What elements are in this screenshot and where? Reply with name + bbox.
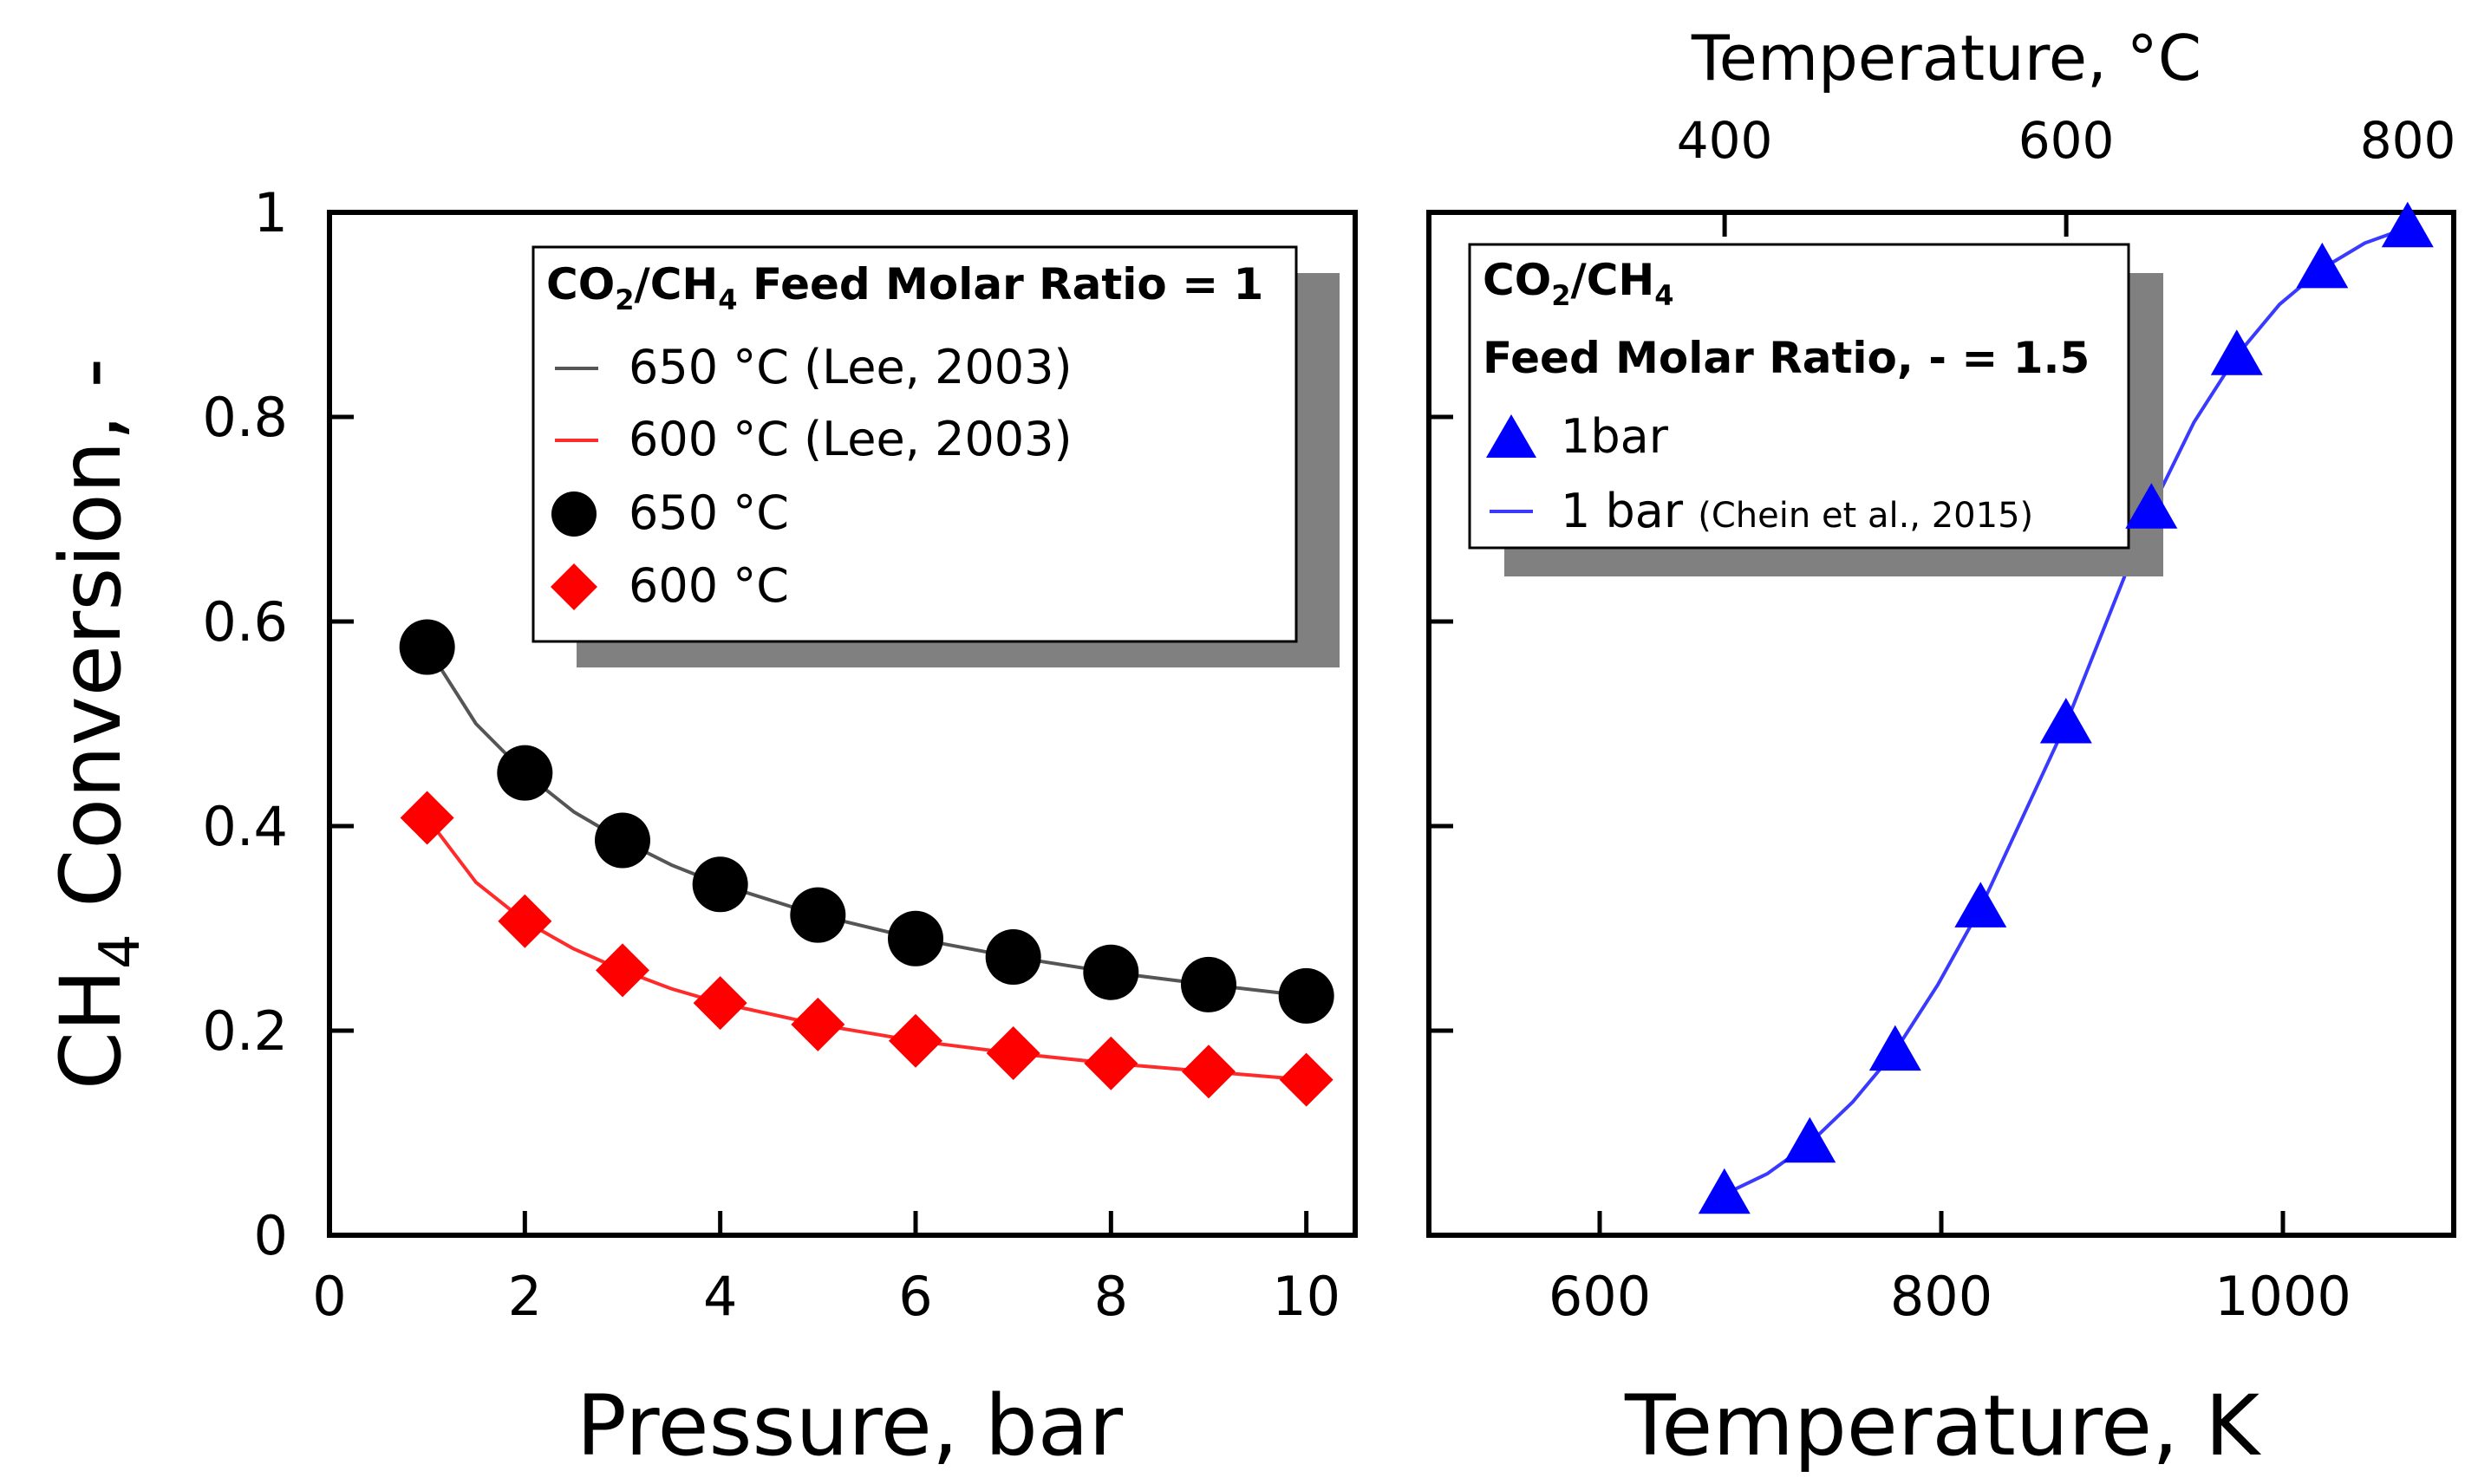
right-legend-title-line2: Feed Molar Ratio, - = 1.5 [1483, 333, 2090, 383]
left-plot-frame [327, 210, 1358, 1238]
marker-600c-point [596, 943, 649, 998]
right-data-markers [1698, 201, 2434, 1214]
left-legend: CO2/CH4 Feed Molar Ratio = 1 650 °C (Lee… [531, 245, 1340, 667]
right-legend-title-line1: CO2/CH4 [1483, 255, 1674, 312]
marker-650c-point [985, 929, 1041, 986]
left-legend-title-sub2: 2 [615, 283, 634, 316]
right-legend: CO2/CH4 Feed Molar Ratio, - = 1.5 1bar 1… [1468, 243, 2163, 576]
marker-600c-point [791, 997, 845, 1051]
right-legend-title-co: CO [1483, 255, 1551, 305]
marker-650c-point [1083, 944, 1139, 1000]
left-fit-lines [425, 646, 1307, 1082]
legend-label-650-lee: 650 °C (Lee, 2003) [629, 340, 1073, 394]
top-x-tick-label: 600 [2018, 111, 2115, 170]
marker-650c-point [497, 745, 553, 801]
marker-1bar-point [2381, 201, 2434, 248]
marker-1bar-point [1868, 1025, 1921, 1071]
legend-marker-1bar [1486, 414, 1536, 458]
right-x-tick-label: 600 [1549, 1265, 1651, 1328]
right-legend-box [1468, 243, 2130, 550]
left-fit-line [425, 646, 1307, 998]
left-x-tick-label: 8 [1094, 1265, 1128, 1328]
marker-650c-point [790, 887, 846, 943]
marker-1bar-point [2296, 242, 2349, 289]
left-legend-title-ch: /CH [634, 259, 718, 309]
right-legend-title-sub4: 4 [1654, 279, 1673, 312]
marker-1bar-point [1698, 1168, 1751, 1214]
legend-label-600-lee: 600 °C (Lee, 2003) [629, 412, 1073, 466]
right-legend-title-ch: /CH [1570, 255, 1654, 305]
right-x-axis-label: Temperature, K [1624, 1377, 2261, 1474]
right-x-tick-label: 800 [1890, 1265, 1992, 1328]
legend-label-chein-note: (Chein et al., 2015) [1698, 496, 2033, 536]
legend-label-chein: 1 bar (Chein et al., 2015) [1561, 484, 2033, 538]
y-axis-label-sub: 4 [88, 934, 153, 969]
marker-1bar-point [1783, 1116, 1836, 1163]
left-y-tick-label: 0.4 [202, 795, 288, 858]
y-axis-label-rest: Conversion, - [42, 358, 140, 934]
right-x-tick-label: 1000 [2214, 1265, 2351, 1328]
marker-650c-point [888, 910, 943, 967]
left-x-tick-label: 0 [312, 1265, 346, 1328]
left-y-tick-label: 0.8 [202, 386, 288, 449]
top-x-tick-label: 400 [1677, 111, 1773, 170]
marker-600c-point [693, 976, 747, 1031]
legend-marker-600 [551, 563, 597, 610]
left-legend-title-co: CO [546, 259, 615, 309]
top-x-tick-label: 800 [2360, 111, 2456, 170]
left-y-tick-label: 0.2 [202, 999, 288, 1063]
marker-1bar-point [2039, 698, 2092, 744]
left-axis-ticks: 0 2 4 6 8 10 0 0.2 0.4 0.6 0.8 1 [202, 181, 1340, 1328]
legend-marker-650 [551, 491, 597, 537]
marker-650c-point [399, 619, 455, 675]
legend-label-chein-main: 1 bar [1561, 484, 1684, 538]
marker-650c-point [1278, 967, 1334, 1024]
left-x-tick-label: 4 [703, 1265, 737, 1328]
left-x-tick-label: 6 [898, 1265, 932, 1328]
marker-650c-point [1181, 956, 1236, 1012]
legend-label-1bar: 1bar [1561, 409, 1669, 464]
top-x-axis-label: Temperature, °C [1691, 22, 2201, 94]
marker-600c-point [1279, 1052, 1334, 1107]
left-y-tick-label: 0 [254, 1204, 288, 1267]
left-x-tick-label: 2 [508, 1265, 542, 1328]
y-axis-label: CH4 Conversion, - [42, 358, 153, 1090]
marker-650c-point [595, 812, 650, 869]
left-legend-title-sub4: 4 [718, 283, 737, 316]
marker-600c-point [498, 894, 552, 948]
left-y-tick-label: 0.6 [202, 590, 288, 654]
marker-600c-point [889, 1013, 942, 1068]
marker-600c-point [1182, 1045, 1236, 1099]
legend-label-600: 600 °C [629, 558, 789, 613]
left-legend-title: CO2/CH4 Feed Molar Ratio = 1 [546, 259, 1263, 316]
left-data-markers [399, 619, 1334, 1107]
right-axis-ticks: 600 800 1000 400 600 800 [1429, 111, 2455, 1328]
left-y-tick-label: 1 [254, 181, 288, 244]
left-fit-line [426, 817, 1307, 1082]
marker-600c-point [1084, 1036, 1138, 1090]
marker-1bar-point [2210, 329, 2263, 375]
left-legend-title-rest: Feed Molar Ratio = 1 [738, 259, 1264, 309]
right-legend-title-sub2: 2 [1551, 279, 1570, 312]
left-x-axis-label: Pressure, bar [577, 1377, 1124, 1474]
left-x-tick-label: 10 [1272, 1265, 1340, 1328]
marker-650c-point [692, 856, 748, 913]
y-axis-label-main: CH [42, 969, 140, 1090]
legend-label-650: 650 °C [629, 485, 789, 540]
marker-600c-point [986, 1025, 1040, 1080]
marker-1bar-point [1954, 882, 2007, 928]
left-legend-box [531, 245, 1298, 643]
marker-1bar-point [2125, 483, 2178, 529]
marker-600c-point [400, 791, 454, 845]
